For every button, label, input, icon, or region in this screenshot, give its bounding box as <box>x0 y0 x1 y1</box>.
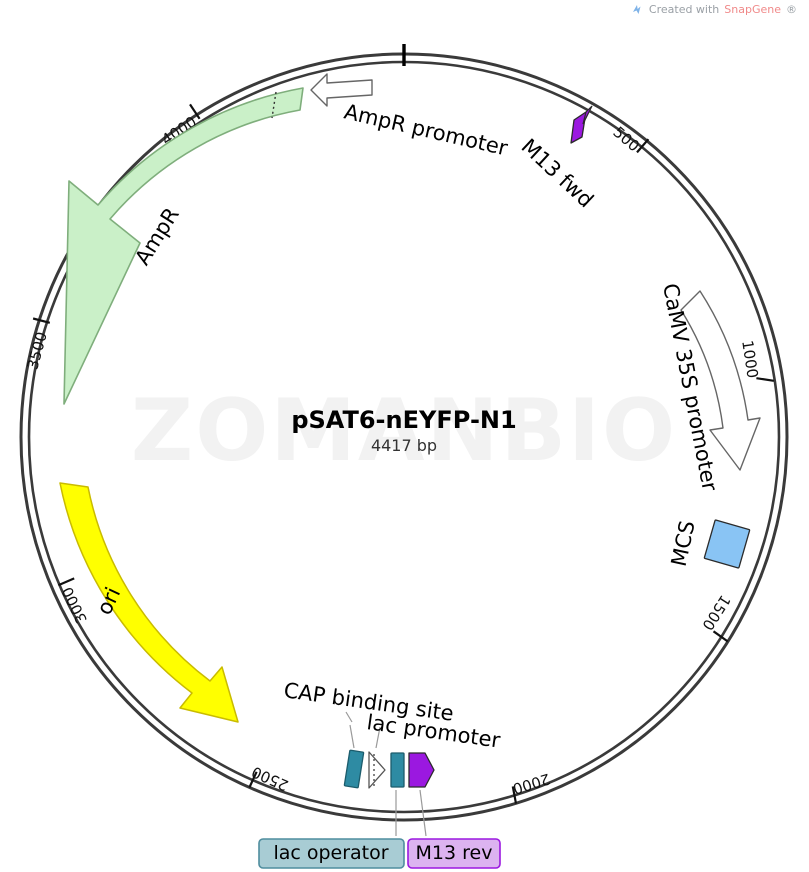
feature-m13-rev[interactable] <box>408 752 435 788</box>
callout-label-text: lac operator <box>273 842 388 864</box>
credit-prefix: Created with <box>648 3 720 16</box>
feature-m13-fwd[interactable]: M13 fwd <box>517 105 598 212</box>
callout-label-text: M13 rev <box>416 842 493 864</box>
feature-leader-lines <box>345 711 427 837</box>
plasmid-name: pSAT6-nEYFP-N1 <box>291 406 516 434</box>
ruler-tick-1500: 1500 <box>698 592 734 643</box>
feature-label-ampr-promoter: AmpR promoter <box>342 99 510 160</box>
ruler-tick-label: 3500 <box>23 330 50 372</box>
ruler-tick-label: 1000 <box>738 339 761 379</box>
feature-lac-operator[interactable] <box>390 752 405 788</box>
feature-ori[interactable]: ori <box>59 482 239 723</box>
feature-label-m13-fwd: M13 fwd <box>517 134 598 212</box>
ruler-tick-label: 3000 <box>58 584 91 626</box>
watermark-text: ZOMANBIO <box>131 381 677 481</box>
callout-lac-operator[interactable]: lac operator <box>258 838 405 869</box>
feature-mcs[interactable]: MCS <box>667 518 751 569</box>
snapgene-credit: Created with SnapGene ® <box>631 3 797 16</box>
ruler-tick-3000: 3000 <box>57 577 91 626</box>
snapgene-logo-icon <box>631 3 644 16</box>
plasmid-size: 4417 bp <box>371 436 437 455</box>
feature-ampr-promoter[interactable]: AmpR promoter <box>310 73 510 160</box>
credit-brand-snap: SnapGene <box>724 3 781 16</box>
ruler-tick-label: 1500 <box>698 592 734 634</box>
feature-label-mcs: MCS <box>667 518 700 568</box>
credit-brand-registered: ® <box>786 3 797 16</box>
feature-label-ampr: AmpR <box>130 203 184 269</box>
feature-cap-binding-site[interactable] <box>343 749 365 789</box>
callout-m13-rev[interactable]: M13 rev <box>407 838 501 869</box>
feature-ampr[interactable]: AmpR <box>63 87 304 405</box>
ruler-tick-1000: 1000 <box>738 339 774 382</box>
feature-lac-promoter[interactable] <box>368 751 386 789</box>
